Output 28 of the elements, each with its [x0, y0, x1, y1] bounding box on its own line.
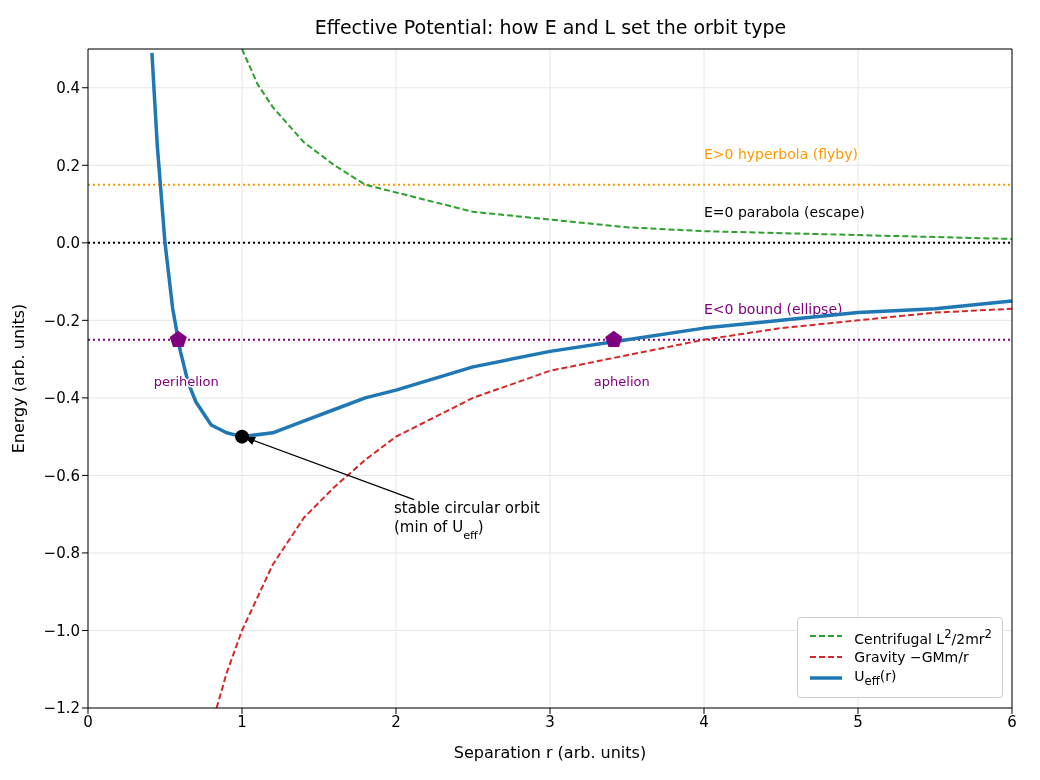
x-tick-label: 0 [83, 712, 93, 731]
legend-label: Centrifugal L$^{2}$/2mr$^{2}$ [854, 626, 992, 647]
y-tick-label: −1.0 [43, 621, 80, 640]
x-axis-title: Separation r (arb. units) [453, 743, 647, 762]
x-tick-label: 6 [1007, 712, 1017, 731]
y-tick-label: 0.4 [56, 79, 80, 98]
ref-line-label: E=0 parabola (escape) [704, 203, 865, 220]
legend-label: Gravity −GMm/r [854, 649, 969, 666]
x-tick-label: 1 [237, 712, 247, 731]
y-tick-label: −0.2 [43, 311, 80, 330]
annotation: stable circular orbit (min of U$_{eff}$) [394, 498, 540, 542]
y-tick-label: −1.2 [43, 699, 80, 718]
x-tick-label: 3 [545, 712, 555, 731]
x-tick-label: 2 [391, 712, 401, 731]
y-tick-label: −0.4 [43, 389, 80, 408]
annotation: aphelion [593, 373, 650, 389]
legend-label: U$_{eff}$(r) [854, 668, 897, 688]
y-tick-label: −0.6 [43, 466, 80, 485]
ref-line-label: E<0 bound (ellipse) [704, 300, 843, 317]
line-series [241, 49, 1012, 240]
x-tick-label: 4 [699, 712, 709, 731]
y-axis-title: Energy (arb. units) [8, 303, 28, 454]
y-tick-label: 0.2 [56, 156, 80, 175]
chart-title: Effective Potential: how E and L set the orbit type [313, 16, 788, 38]
y-tick-label: 0.0 [56, 234, 80, 253]
ref-line-label: E>0 hyperbola (flyby) [704, 145, 858, 162]
y-tick-label: −0.8 [43, 544, 80, 563]
x-tick-label: 5 [853, 712, 863, 731]
